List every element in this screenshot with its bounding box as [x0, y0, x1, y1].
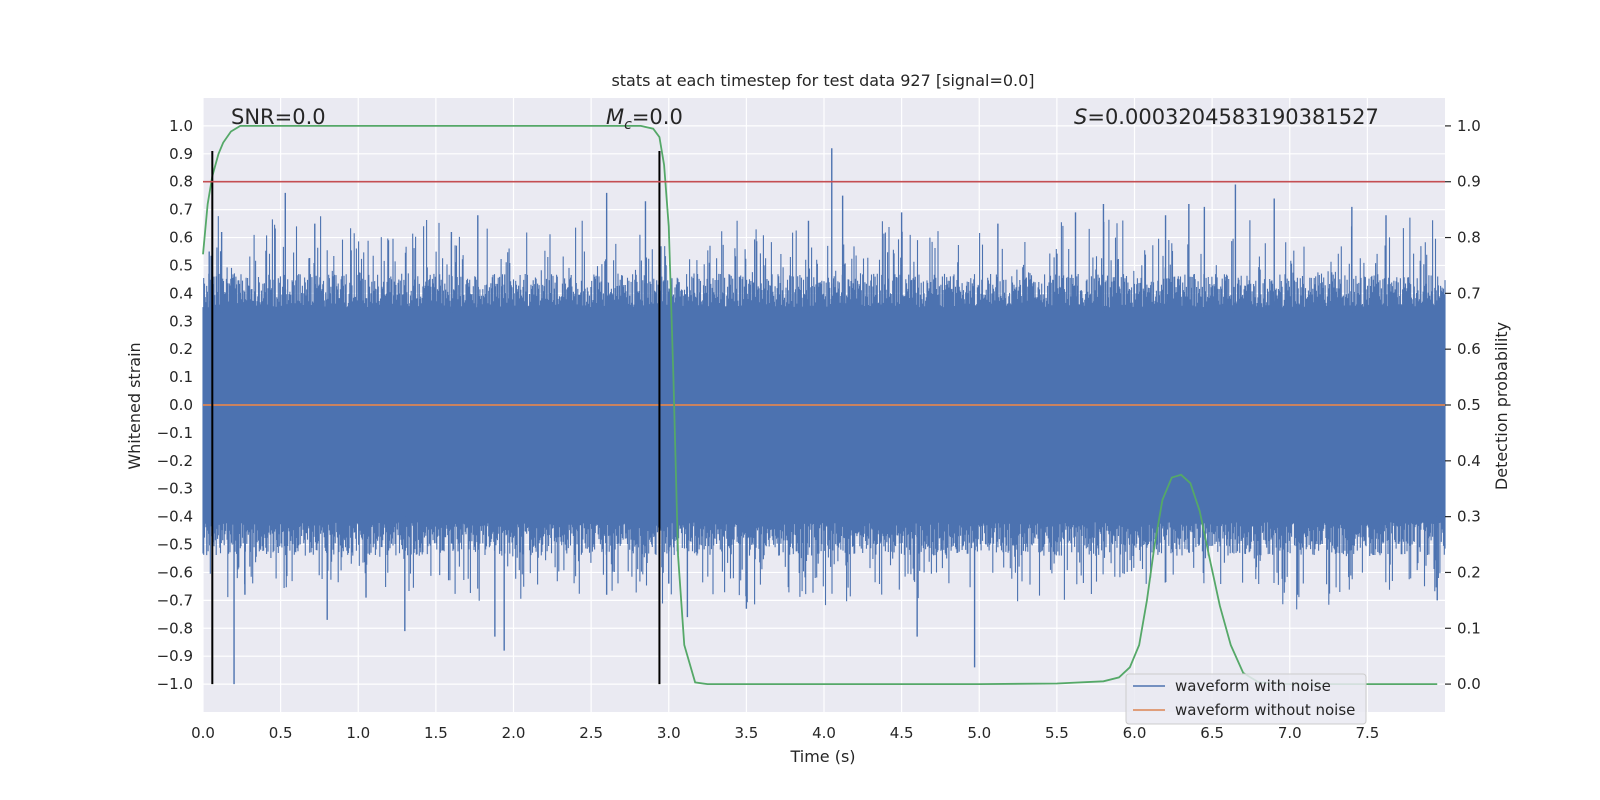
y-tick-label: −0.2: [157, 452, 193, 470]
x-tick-label: 5.0: [967, 724, 991, 742]
y2-ticks: 0.0 0.1 0.2 0.3 0.4 0.5 0.6 0.7 0.8 0.9 1.0: [1445, 117, 1481, 693]
y2-tick-label: 0.3: [1457, 508, 1481, 526]
y-tick-label: −1.0: [157, 675, 193, 693]
x-tick-label: 4.0: [812, 724, 836, 742]
x-tick-label: 0.5: [269, 724, 293, 742]
legend-box: [1125, 673, 1367, 725]
x-ticks: 0.0 0.5 1.0 1.5 2.0 2.5 3.0 3.5 4.0 4.5 5.0 5.5 6.0 6…: [191, 724, 1379, 742]
x-axis-label: Time (s): [789, 747, 855, 766]
y-tick-label: −0.8: [157, 619, 193, 637]
y-tick-label: 0.0: [169, 396, 193, 414]
y-axis-label: Whitened strain: [125, 342, 144, 469]
x-tick-label: 0.0: [191, 724, 215, 742]
y2-tick-label: 0.6: [1457, 340, 1481, 358]
x-tick-label: 1.0: [346, 724, 370, 742]
y-tick-label: −0.5: [157, 536, 193, 554]
y-tick-label: 0.6: [169, 229, 193, 247]
chirp-mass-subscript: c: [624, 117, 632, 133]
y-tick-label: 0.7: [169, 201, 193, 219]
x-tick-label: 7.0: [1278, 724, 1302, 742]
y-tick-label: 0.9: [169, 145, 193, 163]
y-tick-label: −0.1: [157, 424, 193, 442]
chirp-mass-annotation: Mc=0.0: [606, 105, 683, 133]
snr-annotation: SNR=0.0: [231, 105, 326, 129]
chart-title: stats at each timestep for test data 927…: [611, 71, 1034, 90]
x-tick-label: 5.5: [1045, 724, 1069, 742]
y2-axis-label: Detection probability: [1492, 322, 1511, 490]
legend-label-clean: waveform without noise: [1175, 701, 1355, 719]
y-tick-label: 0.1: [169, 368, 193, 386]
y2-tick-label: 0.0: [1457, 675, 1481, 693]
y-tick-label: −0.7: [157, 591, 193, 609]
y2-tick-label: 0.5: [1457, 396, 1481, 414]
legend: waveform with noise waveform without noi…: [1125, 673, 1367, 725]
chirp-mass-symbol: M: [606, 105, 624, 129]
detection-probability-line: [202, 125, 1438, 685]
y2-tick-label: 0.1: [1457, 619, 1481, 637]
legend-label-noise: waveform with noise: [1175, 677, 1331, 695]
y2-tick-label: 0.4: [1457, 452, 1481, 470]
data-area: [202, 125, 1446, 685]
y-tick-label: −0.9: [157, 647, 193, 665]
s-annotation: S=0.0003204583190381527: [1074, 105, 1379, 129]
y2-tick-label: 0.7: [1457, 284, 1481, 302]
y2-tick-label: 1.0: [1457, 117, 1481, 135]
y2-tick-label: 0.2: [1457, 563, 1481, 581]
y-tick-label: 0.2: [169, 340, 193, 358]
y-tick-label: −0.4: [157, 508, 193, 526]
y-tick-label: 0.8: [169, 173, 193, 191]
x-tick-label: 6.5: [1200, 724, 1224, 742]
y-tick-label: 1.0: [169, 117, 193, 135]
y-tick-label: 0.5: [169, 256, 193, 274]
x-tick-label: 2.5: [579, 724, 603, 742]
y2-tick-label: 0.9: [1457, 173, 1481, 191]
x-tick-label: 7.5: [1355, 724, 1379, 742]
y-tick-label: −0.6: [157, 563, 193, 581]
y-tick-label: 0.4: [169, 284, 193, 302]
s-symbol: S: [1074, 105, 1087, 129]
y2-tick-label: 0.8: [1457, 229, 1481, 247]
x-tick-label: 4.5: [890, 724, 914, 742]
y-ticks: −1.0 −0.9 −0.8 −0.7 −0.6 −0.5 −0.4 −0.3 −0.2 −0.1…: [157, 117, 193, 693]
s-value: =0.0003204583190381527: [1087, 105, 1379, 129]
y-tick-label: −0.3: [157, 480, 193, 498]
y-tick-label: 0.3: [169, 312, 193, 330]
noise-core: [203, 312, 1445, 517]
chirp-mass-value: =0.0: [632, 105, 683, 129]
x-tick-label: 6.0: [1123, 724, 1147, 742]
x-tick-label: 1.5: [424, 724, 448, 742]
x-tick-label: 2.0: [502, 724, 526, 742]
x-tick-label: 3.5: [734, 724, 758, 742]
x-tick-label: 3.0: [657, 724, 681, 742]
reference-lines: [203, 151, 1445, 685]
